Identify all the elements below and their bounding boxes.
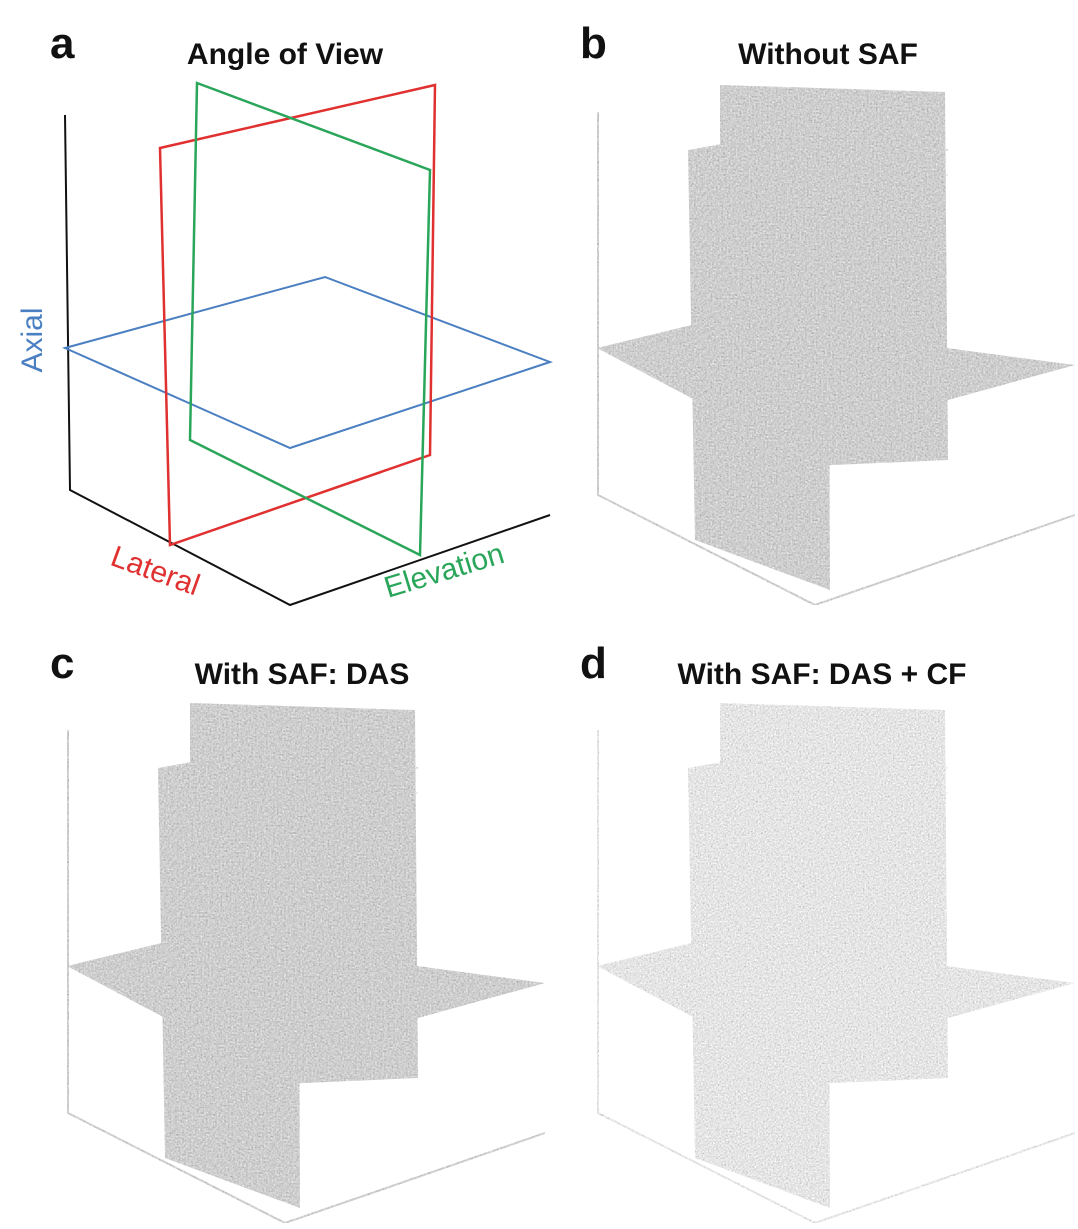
panel-c: c With SAF: DAS — [50, 639, 545, 1223]
panel-title: Without SAF — [738, 38, 918, 71]
panel-label: a — [50, 19, 75, 68]
panel-a: a Angle of View Axial Lateral Elevation — [16, 19, 550, 605]
volume-render — [67, 703, 545, 1223]
panel-label: d — [580, 639, 607, 688]
panel-title: Angle of View — [187, 38, 384, 71]
panel-label: b — [580, 19, 607, 68]
axis-label: Elevation — [380, 537, 508, 605]
axis-box — [65, 115, 550, 605]
elevation-plane — [190, 83, 430, 555]
figure: a Angle of View Axial Lateral Elevation … — [0, 0, 1078, 1229]
panel-label: c — [50, 639, 74, 688]
axis-label: Axial — [16, 307, 49, 372]
axial-plane — [65, 277, 550, 448]
panel-title: With SAF: DAS — [195, 658, 410, 691]
lateral-plane — [160, 85, 435, 545]
volume-render — [597, 703, 1075, 1223]
panel-title: With SAF: DAS + CF — [678, 658, 967, 691]
panel-d: d With SAF: DAS + CF — [580, 639, 1075, 1223]
volume-render — [597, 85, 1075, 605]
axis-label: Lateral — [107, 540, 204, 602]
panel-b: b Without SAF — [580, 19, 1075, 605]
